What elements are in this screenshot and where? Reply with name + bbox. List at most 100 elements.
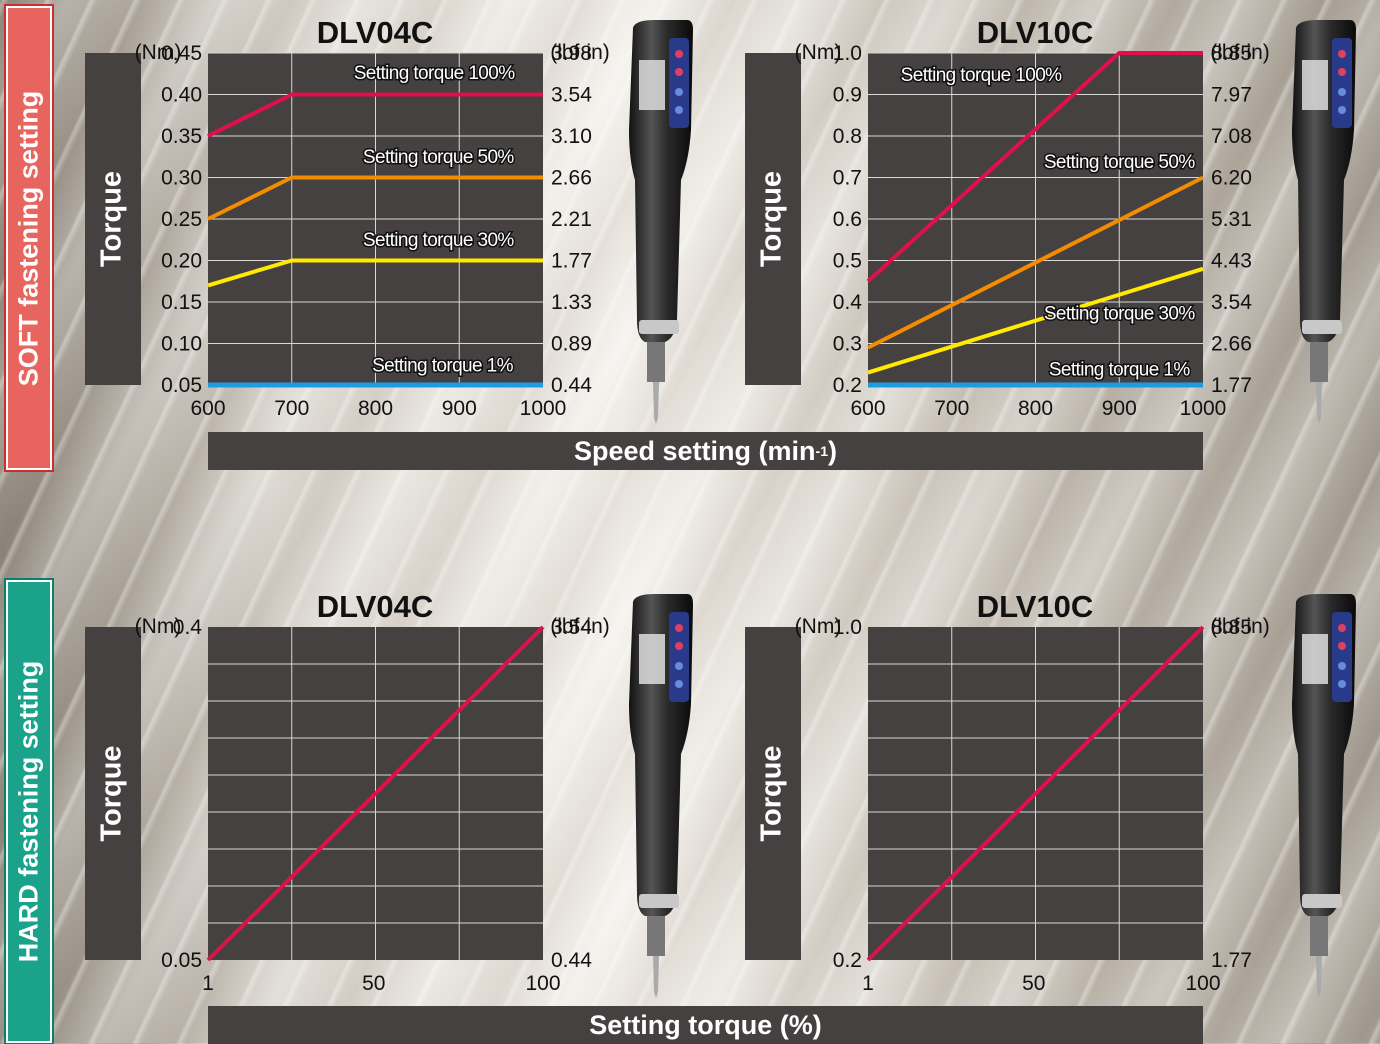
hard-fastening-banner: HARD fastening setting bbox=[4, 578, 54, 1044]
chart-soft-dlv04c-ytick-left: 0.15 bbox=[161, 291, 202, 314]
speed-label-sup: -1 bbox=[815, 443, 828, 459]
chart-soft-dlv04c-ytick-right: 0.89 bbox=[551, 333, 592, 356]
screwdriver-image bbox=[1292, 594, 1356, 998]
chart-soft-dlv04c-series-label: Setting torque 100% bbox=[354, 63, 515, 84]
chart-soft-dlv04c-title: DLV04C bbox=[317, 15, 434, 50]
chart-soft-dlv04c-ytick-left: 0.05 bbox=[161, 374, 202, 397]
chart-soft-dlv10c-ytick-left: 0.2 bbox=[833, 374, 862, 397]
chart-soft-dlv04c-series-label: Setting torque 1% bbox=[372, 355, 514, 376]
chart-hard-dlv04c-ytick-right: 3.54 bbox=[551, 616, 592, 639]
chart-soft-dlv04c-series-line bbox=[207, 258, 543, 288]
chart-soft-dlv10c-series-label: Setting torque 100% bbox=[901, 65, 1062, 86]
chart-soft-dlv10c-ytick-left: 0.7 bbox=[833, 167, 862, 190]
chart-soft-dlv04c-ytick-right: 2.21 bbox=[551, 208, 592, 231]
chart-soft-dlv04c-ylabel: Torque bbox=[96, 171, 128, 267]
chart-hard-dlv10c-ytick-left: 1.0 bbox=[833, 616, 862, 639]
chart-soft-dlv10c-ytick-left: 0.4 bbox=[833, 291, 863, 314]
chart-soft-dlv10c-ytick-right: 6.20 bbox=[1211, 167, 1252, 190]
chart-hard-dlv10c-ylabel: Torque bbox=[756, 745, 788, 841]
chart-soft-dlv10c-ytick-left: 0.9 bbox=[833, 84, 862, 107]
chart-soft-dlv10c-ytick-left: 0.6 bbox=[833, 208, 862, 231]
chart-hard-dlv10c-ytick-left: 0.2 bbox=[833, 949, 862, 972]
screwdriver-image bbox=[629, 594, 693, 998]
chart-hard-dlv04c-xtick: 50 bbox=[362, 972, 385, 995]
chart-soft-dlv04c-series-label: Setting torque 50% bbox=[363, 147, 515, 168]
chart-soft-dlv04c-xtick: 1000 bbox=[520, 397, 567, 420]
chart-hard-dlv10c-unit-left: (Nm) bbox=[795, 615, 842, 638]
chart-hard-dlv04c-ytick-left: 0.4 bbox=[173, 616, 203, 639]
chart-soft-dlv10c-xtick: 700 bbox=[934, 397, 969, 420]
chart-soft-dlv10c-ytick-left: 0.3 bbox=[833, 333, 862, 356]
chart-soft-dlv10c-ytick-right: 4.43 bbox=[1211, 250, 1252, 273]
soft-fastening-banner: SOFT fastening setting bbox=[4, 4, 54, 472]
chart-soft-dlv10c-ytick-right: 2.66 bbox=[1211, 333, 1252, 356]
chart-soft-dlv10c-series-line bbox=[866, 51, 1203, 283]
chart-soft-dlv10c-ytick-left: 0.8 bbox=[833, 125, 862, 148]
chart-soft-dlv04c-ytick-right: 3.98 bbox=[551, 42, 592, 65]
chart-soft-dlv10c-xtick: 800 bbox=[1018, 397, 1053, 420]
chart-soft-dlv10c-series-label: Setting torque 50% bbox=[1044, 152, 1196, 173]
chart-hard-dlv10c-ytick-right: 8.85 bbox=[1211, 616, 1252, 639]
chart-soft-dlv04c-series-line bbox=[207, 175, 543, 221]
chart-soft-dlv10c-ytick-right: 7.08 bbox=[1211, 125, 1252, 148]
chart-hard-dlv04c-ytick-left: 0.05 bbox=[161, 949, 202, 972]
chart-soft-dlv10c-xtick: 1000 bbox=[1180, 397, 1227, 420]
chart-soft-dlv10c-series-label: Setting torque 30% bbox=[1044, 303, 1196, 324]
chart-soft-dlv04c-ytick-right: 3.54 bbox=[551, 84, 592, 107]
chart-soft-dlv10c-ytick-right: 5.31 bbox=[1211, 208, 1252, 231]
chart-soft-dlv04c-xtick: 800 bbox=[358, 397, 393, 420]
chart-soft-dlv04c-unit-left: (Nm) bbox=[135, 41, 182, 64]
chart-soft-dlv10c-series-label: Setting torque 1% bbox=[1049, 359, 1191, 380]
chart-soft-dlv10c-ytick-right: 8.85 bbox=[1211, 42, 1252, 65]
chart-soft-dlv10c-series-line bbox=[867, 266, 1204, 375]
chart-soft-dlv04c-ytick-left: 0.10 bbox=[161, 333, 202, 356]
screwdriver-image bbox=[629, 20, 693, 424]
chart-soft-dlv04c-unit-right: (lbf·in) bbox=[550, 41, 610, 64]
chart-soft-dlv04c-ytick-right: 1.33 bbox=[551, 291, 592, 314]
chart-soft-dlv04c-ytick-right: 3.10 bbox=[551, 125, 592, 148]
chart-hard-dlv04c-unit-left: (Nm) bbox=[135, 615, 182, 638]
chart-soft-dlv04c-ytick-right: 1.77 bbox=[551, 250, 592, 273]
chart-soft-dlv04c-ylabel-panel bbox=[85, 53, 141, 385]
chart-hard-dlv04c-title: DLV04C bbox=[317, 589, 434, 624]
chart-soft-dlv04c-ytick-left: 0.35 bbox=[161, 125, 202, 148]
chart-soft-dlv04c-ytick-left: 0.20 bbox=[161, 250, 202, 273]
chart-hard-dlv04c-ylabel: Torque bbox=[96, 745, 128, 841]
chart-hard-dlv10c-series-line bbox=[866, 625, 1205, 962]
chart-hard-dlv04c-ytick-right: 0.44 bbox=[551, 949, 592, 972]
speed-label-text: Speed setting (min bbox=[574, 435, 816, 466]
chart-soft-dlv10c-title: DLV10C bbox=[977, 15, 1094, 50]
setting-torque-axis-label: Setting torque (%) bbox=[208, 1006, 1203, 1044]
chart-soft-dlv04c-ytick-left: 0.30 bbox=[161, 167, 202, 190]
chart-soft-dlv10c-ytick-right: 7.97 bbox=[1211, 84, 1252, 107]
speed-label-end: ) bbox=[827, 435, 837, 466]
chart-soft-dlv10c-xtick: 900 bbox=[1102, 397, 1137, 420]
screwdriver-image bbox=[1292, 20, 1356, 424]
chart-soft-dlv10c-unit-right: (lbf·in) bbox=[1210, 41, 1270, 64]
chart-hard-dlv10c-xtick: 1 bbox=[862, 972, 874, 995]
setting-torque-label-text: Setting torque (%) bbox=[589, 1009, 822, 1040]
chart-hard-dlv10c-ytick-right: 1.77 bbox=[1211, 949, 1252, 972]
chart-soft-dlv04c-ytick-right: 0.44 bbox=[551, 374, 592, 397]
speed-setting-axis-label: Speed setting (min -1) bbox=[208, 432, 1203, 470]
chart-hard-dlv04c-ylabel-panel bbox=[85, 627, 141, 960]
chart-soft-dlv04c-xtick: 700 bbox=[274, 397, 309, 420]
chart-soft-dlv04c-ytick-left: 0.40 bbox=[161, 84, 202, 107]
chart-hard-dlv10c-title: DLV10C bbox=[977, 589, 1094, 624]
chart-hard-dlv10c-xtick: 50 bbox=[1022, 972, 1045, 995]
chart-soft-dlv10c-xtick: 600 bbox=[850, 397, 885, 420]
chart-soft-dlv10c-ylabel-panel bbox=[745, 53, 801, 385]
chart-soft-dlv10c-unit-left: (Nm) bbox=[795, 41, 842, 64]
chart-hard-dlv10c-ylabel-panel bbox=[745, 627, 801, 960]
chart-soft-dlv10c-series-line bbox=[867, 175, 1204, 350]
chart-soft-dlv10c-ytick-right: 1.77 bbox=[1211, 374, 1252, 397]
chart-soft-dlv04c-xtick: 900 bbox=[442, 397, 477, 420]
chart-hard-dlv10c-xtick: 100 bbox=[1185, 972, 1220, 995]
chart-hard-dlv04c-unit-right: (lbf·in) bbox=[550, 615, 610, 638]
chart-hard-dlv04c-xtick: 1 bbox=[202, 972, 214, 995]
chart-hard-dlv04c-series-line bbox=[206, 625, 545, 962]
chart-hard-dlv04c-xtick: 100 bbox=[525, 972, 560, 995]
chart-soft-dlv10c-ytick-left: 0.5 bbox=[833, 250, 862, 273]
chart-soft-dlv04c-xtick: 600 bbox=[190, 397, 225, 420]
